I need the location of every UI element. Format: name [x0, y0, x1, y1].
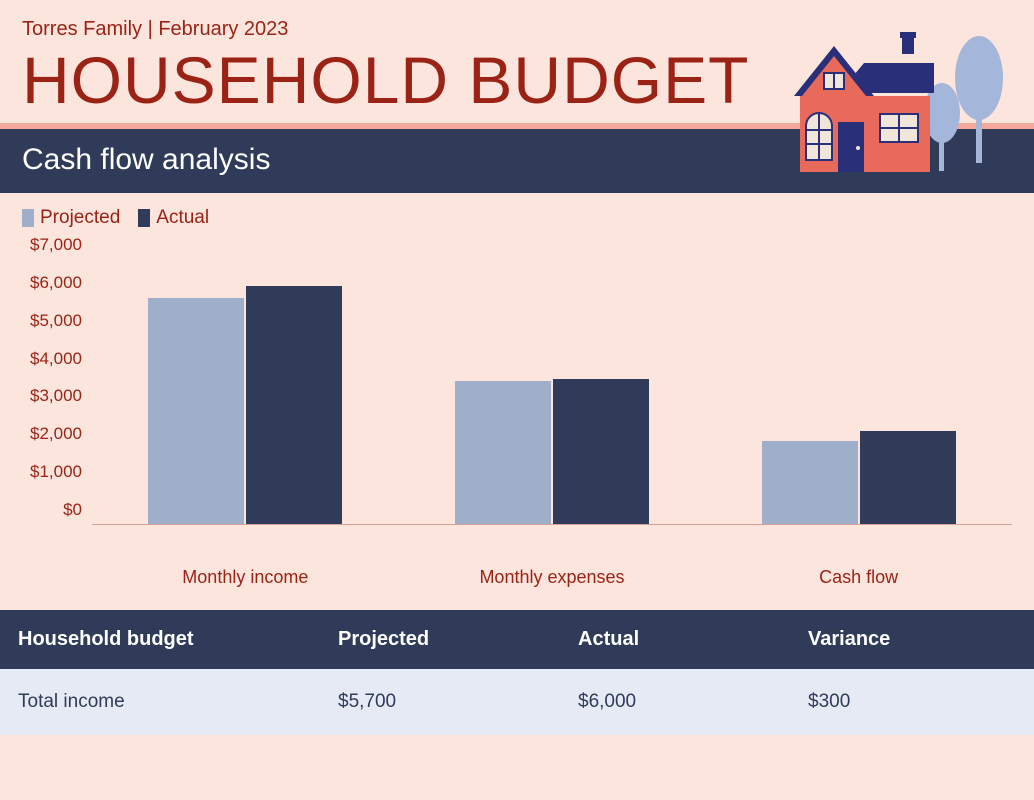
chart-body: $7,000$6,000$5,000$4,000$3,000$2,000$1,0…	[22, 247, 1012, 557]
bar-actual	[860, 431, 956, 524]
table-cell-label: Total income	[18, 691, 338, 713]
table-cell-variance: $300	[808, 691, 1008, 713]
page-header: Torres Family | February 2023 HOUSEHOLD …	[0, 0, 1034, 123]
x-tick-label: Monthly expenses	[452, 567, 652, 588]
cash-flow-chart: Projected Actual $7,000 $6,000 $5,000 $4,00…	[0, 193, 1034, 588]
bar-actual	[553, 379, 649, 524]
bar-actual	[246, 286, 342, 524]
bar-projected	[148, 298, 244, 524]
y-tick-label: $4,000	[30, 349, 82, 369]
y-tick-label: $2,000	[30, 424, 82, 444]
y-tick-label: $6,000	[30, 273, 82, 293]
legend-item-projected: Projected	[22, 207, 120, 229]
bar-group	[759, 431, 959, 524]
chart-plot	[92, 247, 1012, 525]
bar-group	[452, 379, 652, 524]
y-tick-label: $0	[63, 500, 82, 520]
chart-legend: Projected Actual	[22, 207, 1012, 229]
budget-table-row: Total income $5,700 $6,000 $300	[0, 669, 1034, 735]
y-tick-label: $1,000	[30, 462, 82, 482]
y-tick-label: $7,000	[30, 235, 82, 255]
legend-item-actual: Actual	[138, 207, 209, 229]
table-col-header: Household budget	[18, 628, 338, 651]
y-tick-label: $5,000	[30, 311, 82, 331]
chart-y-axis: $7,000 $6,000 $5,000 $4,000 $3,000 $2,000 $1,0…	[22, 235, 92, 520]
legend-label: Actual	[156, 207, 209, 229]
y-tick-label: $3,000	[30, 386, 82, 406]
bar-group	[145, 286, 345, 524]
bar-projected	[455, 381, 551, 524]
table-col-header: Projected	[338, 628, 578, 651]
legend-swatch-actual	[138, 209, 150, 227]
budget-table-header: Household budget Projected Actual Varian…	[0, 610, 1034, 669]
legend-label: Projected	[40, 207, 120, 229]
chart-x-axis: Monthly income Monthly expenses Cash flow	[92, 557, 1012, 588]
x-tick-label: Monthly income	[145, 567, 345, 588]
table-col-header: Variance	[808, 628, 1008, 651]
bar-projected	[762, 441, 858, 524]
table-cell-projected: $5,700	[338, 691, 578, 713]
house-illustration-icon	[794, 18, 1014, 178]
legend-swatch-projected	[22, 209, 34, 227]
table-col-header: Actual	[578, 628, 808, 651]
table-cell-actual: $6,000	[578, 691, 808, 713]
x-tick-label: Cash flow	[759, 567, 959, 588]
